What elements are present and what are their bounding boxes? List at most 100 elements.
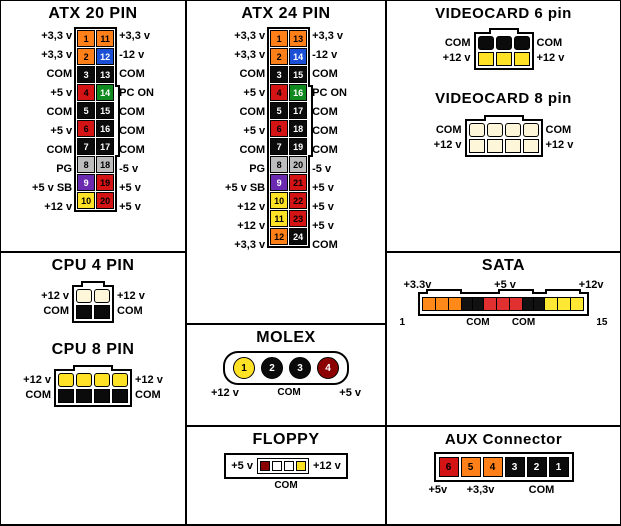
videocard-panel: VIDEOCARD 6 pin COM+12 v COM+12 v VIDEOC… [385, 0, 621, 253]
atx20-right-labels: +3,3 v-12 vCOMPC ONCOMCOMCOM-5 v+5 v+5 v [119, 27, 154, 217]
pin [487, 139, 503, 153]
pin-label: COM [32, 141, 72, 160]
pin [94, 289, 110, 303]
molex-panel: MOLEX 1234 +12 v COM +5 v [185, 323, 387, 427]
sata-bot-left: 1 [400, 317, 406, 328]
sata-seg-6 [483, 297, 497, 311]
pin-label: +3,3 v [225, 236, 265, 255]
aux-l2: +3,3v [457, 484, 505, 496]
pin-label: COM [312, 65, 347, 84]
pin-label: +5 v [119, 179, 154, 198]
pin-10: 10 [270, 192, 288, 209]
pin-label: PC ON [119, 84, 154, 103]
pin-label: -12 v [312, 46, 347, 65]
pin-label: COM [41, 304, 69, 319]
floppy-mid: COM [274, 480, 297, 491]
pin-15: 15 [96, 102, 114, 119]
vc6-connector [474, 32, 534, 70]
aux-pin-1: 1 [549, 457, 569, 477]
atx20-clip [115, 85, 120, 157]
pin-label: COM [117, 304, 145, 319]
cpu-panel: CPU 4 PIN +12 vCOM +12 vCOM CPU 8 PIN +1… [0, 251, 187, 526]
molex-pin-1: 1 [233, 357, 255, 379]
pin [94, 305, 110, 319]
pin-20: 20 [96, 192, 114, 209]
pin-label: +5 v [225, 84, 265, 103]
pinout-grid: ATX 20 PIN +3,3 v+3,3 vCOM+5 vCOM+5 vCOM… [0, 0, 621, 525]
pin-14: 14 [289, 48, 307, 65]
pin-label: COM [225, 141, 265, 160]
pin-12: 12 [270, 228, 288, 245]
sata-clip-2 [498, 289, 534, 294]
pin-12: 12 [96, 48, 114, 65]
pin [94, 373, 110, 387]
sata-clip-1 [426, 289, 462, 294]
molex-pin-3: 3 [289, 357, 311, 379]
pin-label: +3,3 v [32, 27, 72, 46]
pin-8: 8 [270, 156, 288, 173]
pin-label: +3,3 v [312, 27, 347, 46]
aux-pin-3: 3 [505, 457, 525, 477]
cpu4-right-labels: +12 vCOM [117, 289, 145, 319]
sata-seg-3 [448, 297, 462, 311]
pin-label: +5 v [32, 122, 72, 141]
vc8-left-labels: COM+12 v [434, 123, 462, 153]
pin-19: 19 [96, 174, 114, 191]
pin [58, 389, 74, 403]
pin-1: 1 [270, 30, 288, 47]
pin-label: +3,3 v [119, 27, 154, 46]
cpu8-right-labels: +12 vCOM [135, 373, 163, 403]
sata-clip-3 [545, 289, 581, 294]
pin-label: COM [225, 103, 265, 122]
pin [76, 305, 92, 319]
pin [76, 389, 92, 403]
pin-11: 11 [96, 30, 114, 47]
floppy-outer: +5 v +12 v [224, 453, 348, 479]
sata-seg-13 [570, 297, 584, 311]
sata-seg-11 [544, 297, 558, 311]
aux-l3: COM [505, 484, 579, 496]
atx20-title: ATX 20 PIN [48, 5, 137, 23]
molex-connector: 1234 [223, 351, 349, 385]
pin [514, 52, 530, 66]
pin-label: +3,3 v [225, 27, 265, 46]
pin-label: PC ON [312, 84, 347, 103]
pin-label: COM [312, 236, 347, 255]
pin-label: +5 v [312, 217, 347, 236]
pin-21: 21 [289, 174, 307, 191]
pin-label: COM [443, 36, 471, 51]
pin-label: +12 v [117, 289, 145, 304]
sata-seg-2 [435, 297, 449, 311]
sata-bot-mid: COM COM [466, 317, 535, 328]
pin-14: 14 [96, 84, 114, 101]
pin [76, 289, 92, 303]
cpu8-clip [73, 365, 113, 371]
pin-16: 16 [289, 84, 307, 101]
pin [478, 52, 494, 66]
pin-label: COM [434, 123, 462, 138]
pin-5: 5 [77, 102, 95, 119]
pin-3: 3 [77, 66, 95, 83]
pin-9: 9 [270, 174, 288, 191]
floppy-pin-1 [260, 461, 270, 471]
pin [58, 373, 74, 387]
pin-label: +5 v SB [225, 179, 265, 198]
floppy-pin-3 [284, 461, 294, 471]
pin-3: 3 [270, 66, 288, 83]
pin [505, 123, 521, 137]
pin-2: 2 [77, 48, 95, 65]
vc8-title: VIDEOCARD 8 pin [435, 90, 572, 107]
floppy-panel: FLOPPY +5 v +12 v COM [185, 425, 387, 526]
pin-label: COM [23, 388, 51, 403]
pin-17: 17 [96, 138, 114, 155]
pin-label: COM [312, 103, 347, 122]
pin-label: +3,3 v [225, 46, 265, 65]
sata-panel: SATA +3.3v+5 v+12v 1 COM COM 15 [385, 251, 621, 427]
pin-label: COM [32, 65, 72, 84]
sata-connector [418, 292, 589, 316]
pin [112, 389, 128, 403]
pin [112, 373, 128, 387]
floppy-right: +12 v [313, 460, 341, 472]
pin-label: COM [225, 65, 265, 84]
floppy-pin-2 [272, 461, 282, 471]
